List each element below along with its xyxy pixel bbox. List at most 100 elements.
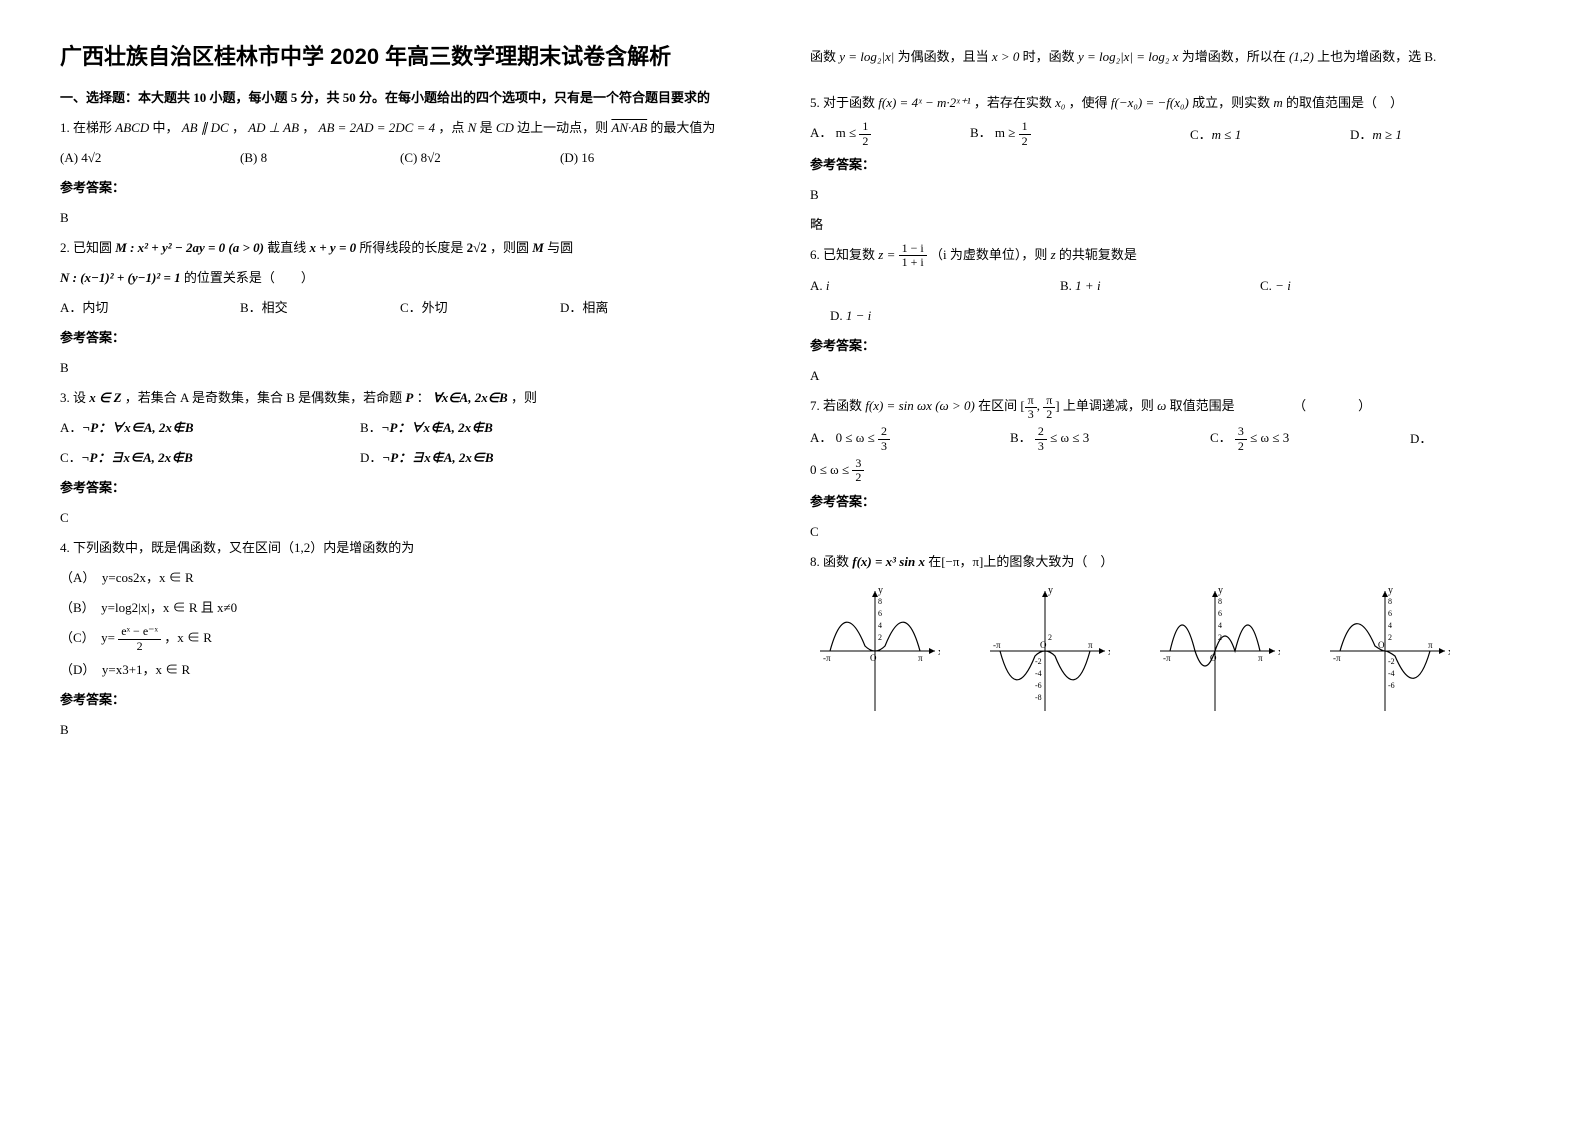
opt-label: C. bbox=[1260, 278, 1272, 293]
num: π bbox=[1025, 394, 1037, 408]
svg-text:6: 6 bbox=[1218, 609, 1222, 618]
exam-title: 广西壮族自治区桂林市中学 2020 年高三数学理期末试卷含解析 bbox=[60, 40, 760, 73]
math: AB ∥ DC bbox=[182, 120, 229, 135]
q3-options-1: A．¬P：∀x∈A, 2x∉B B．¬P：∀x∉A, 2x∉B bbox=[60, 415, 760, 441]
opt-label: A． bbox=[60, 420, 82, 435]
svg-text:x: x bbox=[1278, 647, 1280, 658]
math: f(x) = x³ sin x bbox=[852, 554, 925, 569]
svg-text:-4: -4 bbox=[1035, 669, 1042, 678]
num: 3 bbox=[1235, 425, 1247, 439]
num: 2 bbox=[878, 425, 890, 439]
math: CD bbox=[496, 120, 514, 135]
math: i bbox=[826, 278, 830, 293]
opt: C．外切 bbox=[400, 295, 560, 321]
svg-text:6: 6 bbox=[878, 609, 882, 618]
svg-text:O: O bbox=[1040, 640, 1047, 650]
text: 在[−π，π]上的图象大致为（ ） bbox=[928, 554, 1113, 569]
answer-label: 参考答案： bbox=[60, 687, 760, 713]
q7-answer: C bbox=[810, 519, 1510, 545]
math: ABCD bbox=[115, 120, 149, 135]
text: 取值范围是 （ ） bbox=[1170, 398, 1372, 413]
opt-label: B. bbox=[1060, 278, 1072, 293]
math: m bbox=[1273, 95, 1282, 110]
q7-stem: 7. 若函数 f(x) = sin ωx (ω > 0) 在区间 [π3, π2… bbox=[810, 393, 1510, 421]
text: 是 bbox=[480, 120, 496, 135]
num: 2 bbox=[1035, 425, 1047, 439]
opt-label: C． bbox=[60, 450, 82, 465]
math: 2√2 bbox=[467, 240, 487, 255]
opt-label: B． bbox=[360, 420, 382, 435]
text: ， bbox=[302, 120, 315, 135]
q5-options: A． m ≤ 12 B． m ≥ 12 C．m ≤ 1 D．m ≥ 1 bbox=[810, 120, 1510, 148]
svg-text:x: x bbox=[1448, 647, 1450, 658]
text: ≤ ω ≤ 3 bbox=[1247, 430, 1289, 445]
q2-answer: B bbox=[60, 355, 760, 381]
text: 函数 bbox=[810, 49, 839, 64]
den: 1 + i bbox=[899, 256, 927, 269]
opt: A．内切 bbox=[60, 295, 240, 321]
svg-text:-π: -π bbox=[993, 640, 1001, 650]
opt-value: 4√2 bbox=[81, 150, 101, 165]
q5-answer: B bbox=[810, 182, 1510, 208]
answer-label: 参考答案： bbox=[60, 175, 760, 201]
num: π bbox=[1043, 394, 1055, 408]
opt-label: A． bbox=[810, 125, 832, 140]
den: 2 bbox=[859, 135, 871, 148]
svg-text:-2: -2 bbox=[1035, 657, 1042, 666]
text: 1. 在梯形 bbox=[60, 120, 115, 135]
svg-text:-4: -4 bbox=[1388, 669, 1395, 678]
math: ¬P：∃x∉A, 2x∈B bbox=[382, 450, 493, 465]
svg-text:2: 2 bbox=[878, 633, 882, 642]
q1-options: (A) 4√2 (B) 8 (C) 8√2 (D) 16 bbox=[60, 145, 760, 171]
text: m ≤ bbox=[836, 125, 860, 140]
q1-stem: 1. 在梯形 ABCD 中， AB ∥ DC ， AD ⊥ AB ， AB = … bbox=[60, 115, 760, 141]
q3-options-2: C．¬P：∃x∈A, 2x∉B D．¬P：∃x∉A, 2x∈B bbox=[60, 445, 760, 471]
text: 的位置关系是（ ） bbox=[184, 270, 314, 285]
opt-label: C． bbox=[1190, 127, 1212, 142]
text: 0 ≤ ω ≤ bbox=[836, 430, 878, 445]
opt-value: 8√2 bbox=[421, 150, 441, 165]
text: ，若集合 A 是奇数集，集合 B 是偶数集，若命题 bbox=[125, 390, 406, 405]
q4-answer: B bbox=[60, 717, 760, 743]
text: 的最大值为 bbox=[650, 120, 715, 135]
svg-text:x: x bbox=[1108, 647, 1110, 658]
num: 1 − i bbox=[899, 242, 927, 256]
text: ，则 bbox=[511, 390, 537, 405]
right-column: 函数 y = log₂|x| 为偶函数，且当 x > 0 时，函数 y = lo… bbox=[810, 40, 1510, 747]
q8-graphs: x y -π O π 8 6 4 2 x y -π O π bbox=[810, 581, 1510, 721]
q2-stem-2: N : (x−1)² + (y−1)² = 1 的位置关系是（ ） bbox=[60, 265, 760, 291]
opt-label: (B) bbox=[240, 150, 261, 165]
svg-text:2: 2 bbox=[1388, 633, 1392, 642]
text: ，则圆 bbox=[490, 240, 532, 255]
opt-label: (D) bbox=[560, 150, 581, 165]
opt-value: 8 bbox=[261, 150, 268, 165]
math: N bbox=[468, 120, 477, 135]
numerator: eˣ − e⁻ˣ bbox=[118, 625, 161, 639]
opt: D．相离 bbox=[560, 295, 608, 321]
text: 7. 若函数 bbox=[810, 398, 865, 413]
q3-answer: C bbox=[60, 505, 760, 531]
math: M : x² + y² − 2ay = 0 (a > 0) bbox=[115, 240, 264, 255]
math: AD ⊥ AB bbox=[248, 120, 299, 135]
text: 时，函数 bbox=[1023, 49, 1078, 64]
text: 为增函数，所以在 bbox=[1182, 49, 1289, 64]
math: f(x) = 4ˣ − m·2ˣ⁺¹ bbox=[878, 95, 970, 110]
q8-stem: 8. 函数 f(x) = x³ sin x 在[−π，π]上的图象大致为（ ） bbox=[810, 549, 1510, 575]
q1-answer: B bbox=[60, 205, 760, 231]
svg-text:6: 6 bbox=[1388, 609, 1392, 618]
graph-c: x y -π O π 8 6 4 2 bbox=[1150, 581, 1280, 721]
opt-label: D. bbox=[830, 308, 843, 323]
exam-page: 广西壮族自治区桂林市中学 2020 年高三数学理期末试卷含解析 一、选择题：本大… bbox=[0, 0, 1587, 787]
opt-label: B． bbox=[1010, 430, 1032, 445]
opt-label: D． bbox=[360, 450, 382, 465]
text: 成立，则实数 bbox=[1192, 95, 1273, 110]
text: ≤ ω ≤ 3 bbox=[1047, 430, 1089, 445]
opt-label: D． bbox=[1410, 431, 1432, 446]
text: 的共轭复数是 bbox=[1059, 247, 1137, 262]
math: P bbox=[405, 390, 413, 405]
q2-stem-1: 2. 已知圆 M : x² + y² − 2ay = 0 (a > 0) 截直线… bbox=[60, 235, 760, 261]
text: 2. 已知圆 bbox=[60, 240, 115, 255]
text: 6. 已知复数 bbox=[810, 247, 878, 262]
math: z = bbox=[878, 247, 898, 262]
math: z bbox=[1051, 247, 1056, 262]
